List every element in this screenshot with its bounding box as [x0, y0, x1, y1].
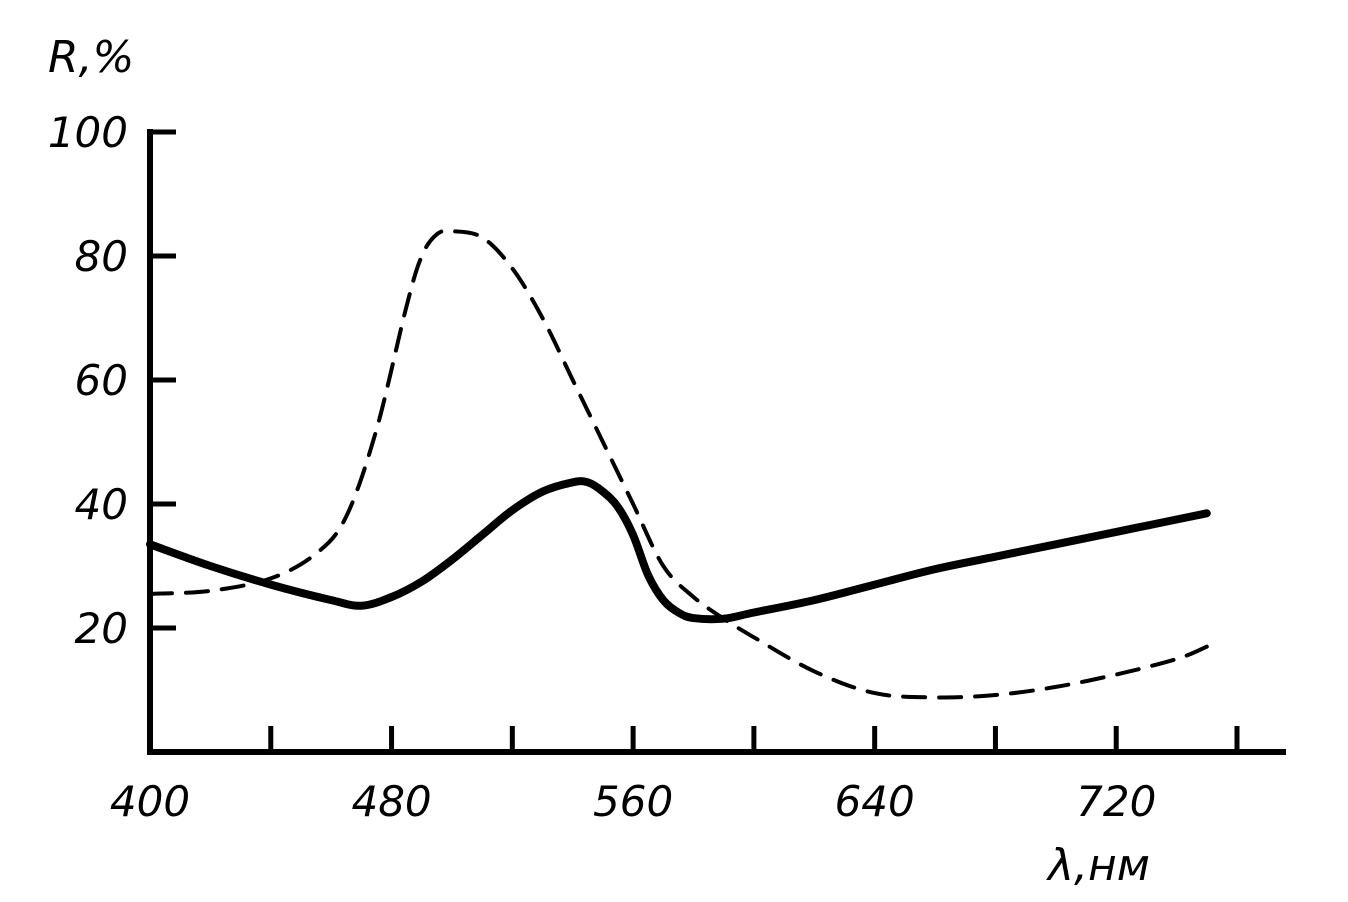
- x-tick-label: 560: [593, 777, 673, 826]
- y-tick-label: 60: [75, 356, 128, 405]
- y-tick-label: 20: [75, 604, 128, 653]
- x-tick-label: 640: [835, 777, 915, 826]
- y-tick-label: 40: [75, 480, 128, 529]
- axis-ticks: [147, 129, 1240, 752]
- x-axis-label: λ,нм: [1046, 840, 1150, 891]
- x-tick-label: 480: [351, 777, 431, 826]
- series-line-solid: [146, 477, 1211, 624]
- x-tick-label: 400: [110, 777, 190, 826]
- y-tick-label: 80: [75, 232, 128, 281]
- tick-labels: 20 40 60 80 100 400 480 560 640 720: [48, 108, 1156, 826]
- series-line-dashed: [148, 228, 1209, 700]
- y-axis-label: R,%: [48, 32, 134, 83]
- axes: [147, 129, 1286, 755]
- x-tick-label: 720: [1076, 777, 1156, 826]
- y-tick-label: 100: [48, 108, 128, 157]
- series-lines: [146, 228, 1211, 700]
